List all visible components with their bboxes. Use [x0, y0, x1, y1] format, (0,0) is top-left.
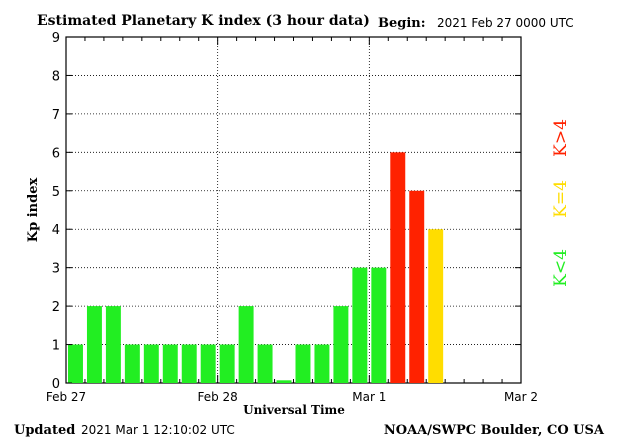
- y-tick-label: 6: [52, 146, 60, 161]
- x-tick-label: Mar 2: [504, 390, 538, 404]
- kp-bar: [181, 344, 197, 383]
- y-tick-label: 7: [52, 108, 60, 123]
- kp-bar: [162, 344, 178, 383]
- x-axis-ticks: Feb 27 Feb 28 Mar 1 Mar 2: [46, 37, 538, 404]
- kp-bar: [105, 306, 121, 383]
- y-tick-label: 1: [52, 339, 60, 354]
- kp-bar: [276, 380, 292, 383]
- y-tick-label: 9: [52, 31, 60, 46]
- y-tick-label: 0: [52, 377, 60, 392]
- kp-bar: [238, 306, 254, 383]
- y-tick-label: 3: [52, 262, 60, 277]
- kp-bar: [333, 306, 349, 383]
- updated-value: 2021 Mar 1 12:10:02 UTC: [81, 423, 235, 437]
- kp-bar: [219, 344, 235, 383]
- source-credit: NOAA/SWPC Boulder, CO USA: [384, 423, 605, 438]
- kp-bar: [352, 267, 368, 383]
- legend-k-greater-4: K>4: [551, 119, 571, 157]
- plot-frame: [65, 36, 522, 384]
- kp-bar: [257, 344, 273, 383]
- kp-bar: [409, 190, 425, 383]
- y-tick-label: 4: [52, 223, 60, 238]
- kp-bar: [428, 229, 444, 383]
- grid-lines: [66, 37, 521, 383]
- kp-bar: [200, 344, 216, 383]
- kp-bar: [124, 344, 140, 383]
- x-axis-label: Universal Time: [243, 403, 345, 417]
- kp-bar: [314, 344, 330, 383]
- y-tick-label: 2: [52, 300, 60, 315]
- y-axis-ticks: 0 1 2 3 4 5 6 7 8 9: [52, 31, 521, 392]
- legend-k-less-4: K<4: [551, 249, 571, 287]
- begin-value: 2021 Feb 27 0000 UTC: [437, 16, 574, 30]
- updated-label: Updated: [14, 423, 75, 438]
- kp-bar: [68, 344, 83, 383]
- x-tick-label: Feb 28: [197, 390, 237, 404]
- kp-bar: [390, 152, 406, 383]
- legend-k-equal-4: K=4: [551, 180, 571, 218]
- kp-bar: [143, 344, 159, 383]
- bars-group: [68, 152, 444, 383]
- x-tick-label: Feb 27: [46, 390, 86, 404]
- kp-bar: [86, 306, 102, 383]
- y-tick-label: 8: [52, 69, 60, 84]
- kp-bar: [371, 267, 387, 383]
- chart-title: Estimated Planetary K index (3 hour data…: [37, 13, 370, 29]
- begin-label: Begin:: [378, 16, 426, 31]
- y-axis-label: Kp index: [26, 178, 41, 243]
- y-tick-label: 5: [52, 185, 60, 200]
- kp-bar: [295, 344, 311, 383]
- x-tick-label: Mar 1: [352, 390, 386, 404]
